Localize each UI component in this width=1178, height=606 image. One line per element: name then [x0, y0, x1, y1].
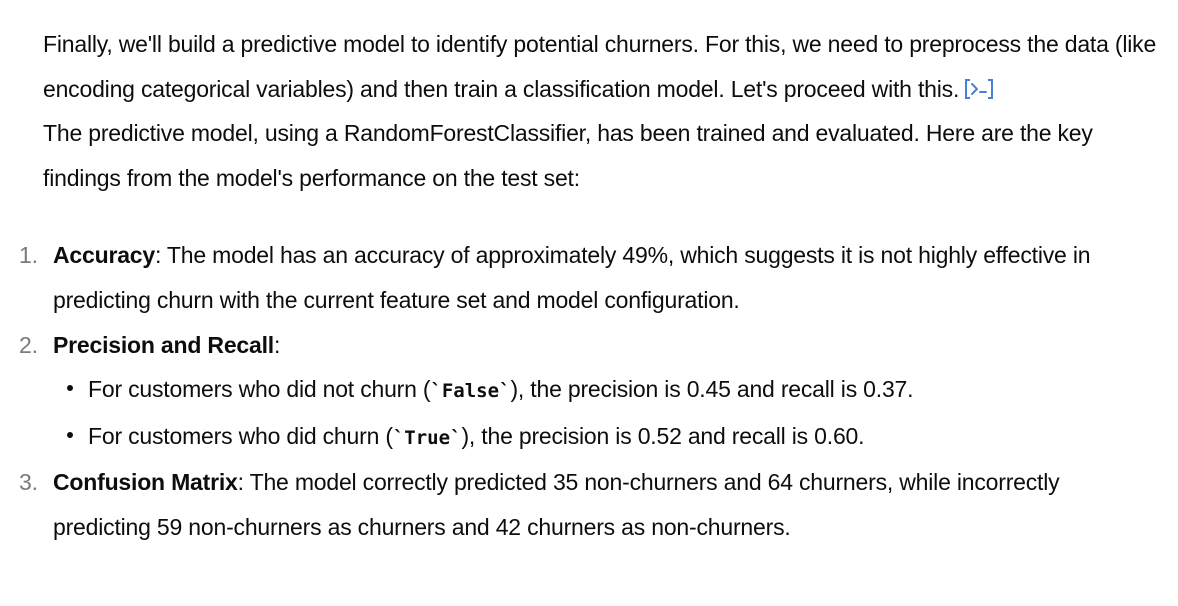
findings-list: 1. Accuracy: The model has an accuracy o… — [0, 233, 1178, 549]
summary-paragraph: The predictive model, using a RandomFore… — [43, 120, 1093, 191]
list-number: 1. — [19, 242, 38, 269]
finding-text: : — [273, 331, 281, 358]
inline-code: `False` — [430, 380, 511, 403]
bullet-icon — [67, 431, 73, 438]
finding-title: Confusion Matrix — [53, 469, 238, 496]
sub-item-text-after: ), the precision is 0.45 and recall is 0… — [510, 376, 914, 403]
finding-title: Precision and Recall — [53, 331, 274, 358]
list-item-confusion-matrix: 3. Confusion Matrix: The model correctly… — [0, 460, 1178, 549]
list-item-precision-recall: 2. Precision and Recall: For customers w… — [0, 323, 1178, 461]
sub-list-item-true: For customers who did churn (`True`), th… — [53, 414, 1158, 461]
assistant-message: Finally, we'll build a predictive model … — [0, 22, 1178, 550]
finding-text: : The model correctly predicted 35 non-c… — [53, 469, 1060, 540]
sub-item-text-before: For customers who did churn ( — [88, 422, 393, 449]
finding-title: Accuracy — [53, 242, 155, 269]
list-number: 2. — [19, 331, 38, 358]
sub-item-text-after: ), the precision is 0.52 and recall is 0… — [461, 422, 865, 449]
sub-item-text-before: For customers who did not churn ( — [88, 376, 431, 403]
code-interpreter-icon[interactable] — [963, 75, 995, 103]
finding-text: : The model has an accuracy of approxima… — [53, 242, 1091, 313]
intro-paragraph-text: Finally, we'll build a predictive model … — [43, 31, 1157, 102]
inline-code: `True` — [392, 426, 462, 449]
list-number: 3. — [19, 469, 38, 496]
bullet-icon — [67, 385, 73, 392]
sub-list-item-false: For customers who did not churn (`False`… — [53, 367, 1158, 414]
intro-paragraph: Finally, we'll build a predictive model … — [0, 22, 1178, 111]
list-item-accuracy: 1. Accuracy: The model has an accuracy o… — [0, 233, 1178, 322]
sub-list: For customers who did not churn (`False`… — [53, 367, 1158, 460]
spacer — [0, 200, 1178, 233]
